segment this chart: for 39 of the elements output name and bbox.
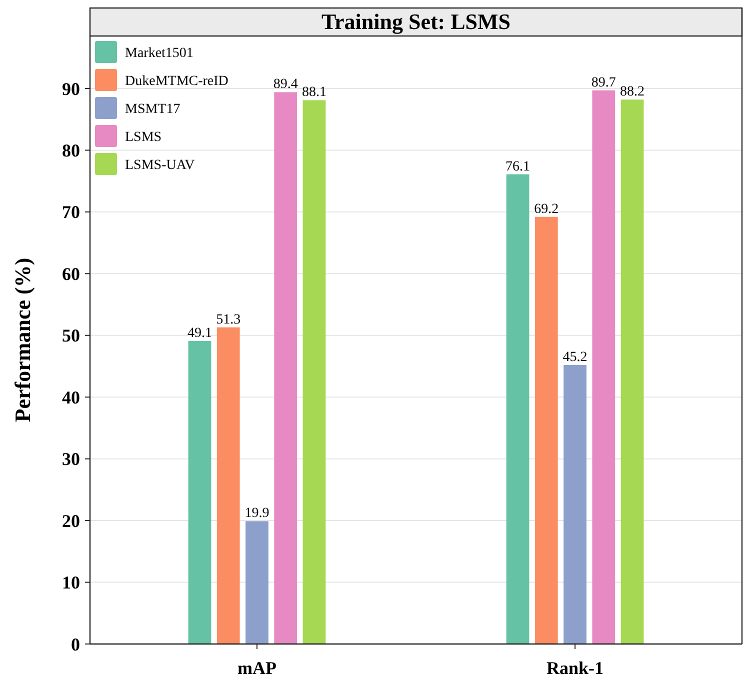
data-label: 89.7 bbox=[591, 75, 616, 90]
bar bbox=[216, 327, 240, 644]
x-tick-label: mAP bbox=[237, 658, 276, 678]
y-tick-label: 20 bbox=[62, 510, 80, 531]
bar bbox=[592, 90, 616, 644]
y-tick-label: 10 bbox=[62, 572, 80, 593]
bar bbox=[188, 340, 212, 644]
y-tick-label: 50 bbox=[62, 326, 80, 346]
legend-label: Market1501 bbox=[125, 46, 194, 61]
legend-label: DukeMTMC-reID bbox=[125, 74, 228, 89]
bar bbox=[506, 174, 530, 644]
bar bbox=[246, 521, 268, 644]
data-label: 88.1 bbox=[302, 85, 326, 100]
data-label: 51.3 bbox=[216, 312, 241, 328]
data-label: 69.2 bbox=[534, 202, 559, 217]
y-tick-label: 30 bbox=[62, 449, 80, 470]
bar bbox=[274, 92, 298, 644]
y-tick-label: 0 bbox=[71, 634, 80, 654]
data-label: 76.1 bbox=[506, 159, 530, 174]
chart-title: Training Set: LSMS bbox=[321, 9, 511, 34]
y-tick-label: 40 bbox=[62, 387, 80, 408]
data-label: 19.9 bbox=[244, 506, 270, 522]
x-tick-label: Rank-1 bbox=[546, 658, 604, 678]
legend-label: LSMS-UAV bbox=[125, 158, 195, 173]
data-label: 88.2 bbox=[620, 84, 645, 100]
bar bbox=[302, 100, 326, 644]
y-axis-title: Performance (%) bbox=[10, 258, 35, 422]
data-label: 49.1 bbox=[187, 326, 212, 341]
bar bbox=[564, 365, 586, 644]
data-label: 89.4 bbox=[273, 77, 298, 92]
bar bbox=[620, 100, 644, 644]
legend-label: MSMT17 bbox=[125, 102, 180, 117]
y-tick-label: 80 bbox=[62, 140, 80, 160]
legend-label: LSMS bbox=[125, 130, 162, 145]
bar bbox=[534, 216, 558, 644]
y-tick-label: 70 bbox=[62, 202, 80, 222]
data-label: 45.2 bbox=[562, 350, 588, 365]
y-tick-label: 60 bbox=[62, 264, 80, 284]
y-tick-label: 90 bbox=[62, 78, 80, 99]
